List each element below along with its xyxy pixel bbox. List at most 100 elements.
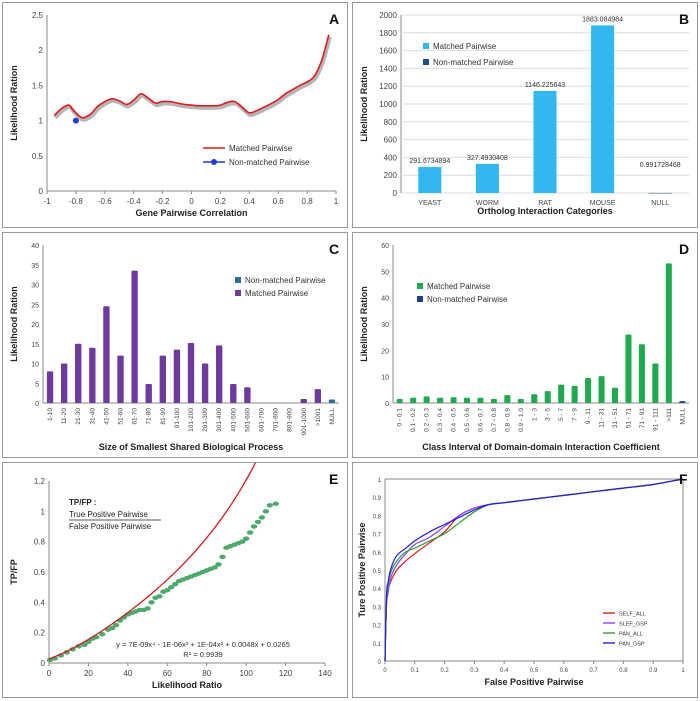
y-tick-label: 1.2 [34, 477, 46, 486]
x-tick-label: 1 - 3 [531, 408, 538, 421]
chart-f-svg: 0 0.1 0.2 0.3 0.4 0.5 0.6 0.7 0.8 0.9 1 0 0.1 0.2 0.3 0… [357, 478, 685, 687]
x-tick-label: 0.9 [649, 668, 658, 674]
y-tick-label: 40 [381, 296, 389, 303]
bar [75, 343, 82, 403]
x-tick-label: 20 [84, 669, 93, 678]
y-tick-label: 200 [384, 171, 398, 180]
x-tick-label: 71 - 91 [639, 408, 646, 429]
bar [300, 399, 307, 403]
y-axis-title: TP/FP [9, 559, 19, 585]
y-tick-label: 0 [393, 189, 398, 198]
legend-label: Non-matched Pairwise [433, 58, 514, 67]
legend-swatch [423, 59, 429, 65]
y-tick-label: 5 [35, 381, 39, 388]
x-tick-label: >111 [666, 408, 673, 422]
x-tick-label: 0.1 - 0.2 [410, 408, 417, 432]
x-tick-label: 0.1 [411, 668, 420, 674]
y-tick-label: 0.4 [34, 598, 46, 607]
bar [187, 342, 195, 403]
bar [103, 306, 110, 403]
y-tick-label: 0.6 [373, 551, 382, 557]
scatter-point [112, 622, 120, 628]
scatter-point [156, 594, 163, 599]
y-tick-label: 0.7 [373, 533, 382, 539]
x-tick-label: 0 [383, 668, 387, 674]
x-tick-label: 101-200 [188, 408, 195, 432]
legend-label: Matched Pairwise [433, 42, 497, 51]
bar [638, 344, 645, 403]
x-tick-label: 0.6 [560, 668, 569, 674]
bar [159, 355, 166, 403]
bar [145, 384, 152, 403]
scatter-point [219, 554, 226, 560]
roc-curve [384, 478, 684, 662]
scatter-point [171, 581, 179, 587]
scatter-point [148, 600, 155, 605]
bar [544, 391, 551, 403]
x-tick-label: NULL [329, 408, 336, 425]
chart-panel-d: 0 10 20 30 40 50 60 0 - 0.1 0.1 - 0.2 0.2 - 0.3 0.… [352, 232, 698, 458]
r-squared-label: R² = 0.9939 [183, 650, 222, 659]
y-tick-label: 1 [378, 478, 382, 484]
bar [463, 397, 471, 403]
x-tick-label: 0.9 - 1.0 [518, 408, 525, 432]
inset-title: TP/FP : [69, 498, 96, 507]
chart-d-svg: 0 10 20 30 40 50 60 0 - 0.1 0.1 - 0.2 0.2 - 0.3 0.… [359, 243, 689, 452]
scatter-point [258, 515, 266, 520]
bar [450, 397, 457, 403]
chart-c-svg: 0 5 10 15 20 25 30 35 40 1-10 11-20 21-30 31-40 41-50… [9, 243, 339, 452]
trendline [48, 463, 257, 660]
scatter-point [75, 644, 82, 649]
x-tick-label: 0.2 [215, 197, 227, 206]
y-tick-label: 1800 [379, 29, 397, 38]
bar [230, 384, 237, 403]
y-tick-label: 400 [384, 153, 398, 162]
bar [410, 397, 417, 403]
y-tick-label: 1400 [379, 64, 397, 73]
y-tick-label: 40 [31, 243, 39, 250]
bar [625, 334, 632, 403]
x-tick-label: 3 - 5 [545, 408, 552, 421]
x-tick-label: 0.7 [589, 668, 598, 674]
x-tick-label: 80 [202, 669, 211, 678]
scatter-point [164, 588, 171, 593]
x-tick-label: -1 [43, 197, 51, 206]
panel-label-a: A [329, 11, 340, 27]
panel-label-d: D [679, 241, 690, 257]
bar [558, 384, 565, 403]
x-tick-label: 11 - 31 [599, 408, 606, 428]
legend-swatch [235, 290, 241, 296]
data-label: 327.4930408 [467, 155, 508, 162]
scatter-point [108, 625, 116, 631]
inset-denominator: False Positive Pairwise [69, 522, 152, 531]
bar [585, 377, 592, 403]
y-tick-label: 1.5 [32, 81, 44, 90]
scatter-point [211, 565, 218, 570]
x-axis-title: False Positive Pairwise [484, 677, 583, 687]
x-tick-label: 0.6 - 0.7 [477, 408, 484, 432]
x-tick-label: 9 - 11 [585, 408, 592, 425]
x-tick-label: 0.2 - 0.3 [424, 408, 431, 432]
x-tick-label: WORM [476, 200, 499, 207]
bar [504, 395, 511, 403]
scatter-point [262, 509, 270, 514]
panel-label-c: C [329, 241, 340, 257]
y-tick-label: 0.3 [373, 605, 382, 611]
x-tick-label: 401-500 [230, 408, 237, 432]
x-tick-label: 0.4 [244, 197, 256, 206]
bar [314, 389, 322, 403]
x-tick-label: 41-50 [103, 408, 110, 425]
bar [533, 90, 557, 193]
x-tick-label: 0 [47, 669, 52, 678]
scatter-point [215, 562, 222, 567]
y-tick-label: 0 [378, 660, 382, 666]
x-axis-title: Class Interval of Domain-domain Interact… [422, 442, 660, 452]
bar [418, 167, 442, 193]
x-tick-label: YEAST [418, 200, 442, 207]
x-tick-label: 701-800 [273, 408, 280, 432]
chart-panel-f: 0 0.1 0.2 0.3 0.4 0.5 0.6 0.7 0.8 0.9 1 0 0.1 0.2 0.3 0… [352, 462, 698, 698]
bar [89, 347, 96, 403]
y-tick-label: 1000 [379, 100, 397, 109]
bar [423, 396, 430, 403]
bar [244, 387, 251, 403]
